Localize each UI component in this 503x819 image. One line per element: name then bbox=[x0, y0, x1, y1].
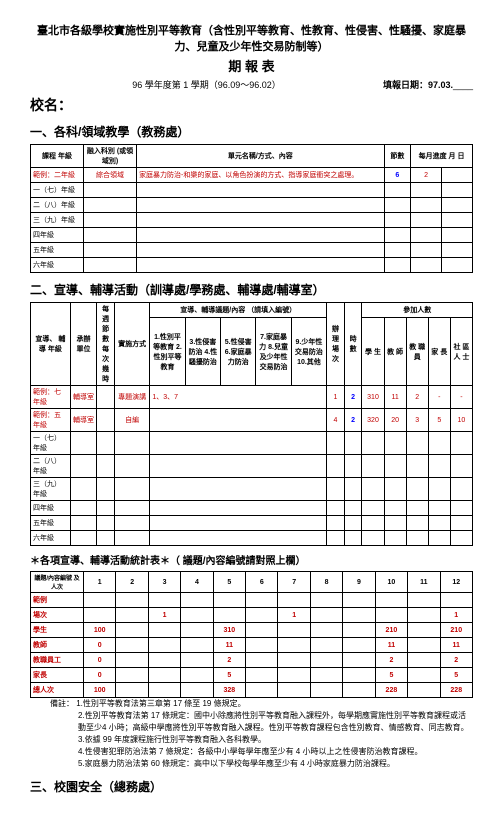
t2-g2: 3.性侵害防治 4.性騷擾防治 bbox=[185, 318, 220, 386]
table-row: 範例：五年級 bbox=[31, 409, 71, 432]
sc2: 2 bbox=[116, 572, 148, 593]
table-row: 五年級 bbox=[31, 243, 84, 258]
note2: 2.性別平等教育法第 17 條規定：國中小除應將性別平等教育融入課程外，每學期應… bbox=[78, 710, 473, 734]
school-name-field[interactable]: 校名： bbox=[30, 95, 473, 115]
table-row: 五年級 bbox=[31, 516, 71, 531]
table-row: 範例 bbox=[31, 593, 84, 608]
sc11: 11 bbox=[408, 572, 440, 593]
t2-h-grade: 宣導、 輔導 年級 bbox=[31, 303, 71, 386]
filldate: 填報日期：97.03.____ bbox=[383, 78, 473, 91]
t2-h-method: 實施方式 bbox=[114, 303, 149, 386]
sc12: 12 bbox=[440, 572, 473, 593]
t1-h4: 節數 bbox=[384, 145, 411, 168]
t2-h-hours: 時 數 bbox=[344, 303, 362, 386]
table-row: 一（七）年級 bbox=[31, 432, 71, 455]
notes-head: 備註： bbox=[50, 699, 74, 708]
table-row: 二（八）年級 bbox=[31, 198, 84, 213]
sc1: 1 bbox=[84, 572, 116, 593]
t1-h5: 每月進度 月 日 bbox=[411, 145, 473, 168]
note5: 5.家庭暴力防治法第 60 條規定：高中以下學校每學年應至少有 4 小時家庭暴力… bbox=[78, 758, 395, 770]
t2-h-unit: 承辦 單位 bbox=[70, 303, 97, 386]
t1-h2: 融入科別 (或領域別) bbox=[84, 145, 137, 168]
sc8: 8 bbox=[310, 572, 342, 593]
sc10: 10 bbox=[375, 572, 407, 593]
t2-g4: 7.家庭暴力 8.兒童及少年性交易防治 bbox=[256, 318, 291, 386]
table-row: 總人次 bbox=[31, 683, 84, 698]
t2-g3: 5.性侵害 6.家庭暴力防治 bbox=[221, 318, 256, 386]
table-row: 六年級 bbox=[31, 258, 84, 273]
note3: 3.依據 99 年度課程施行性別平等教育融入各科教學。 bbox=[78, 734, 266, 746]
notes-block: 備註： 1.性別平等教育法第三章第 17 條至 19 條規定。 2.性別平等教育… bbox=[50, 698, 473, 770]
t2-h-sp: 每週 節數 每次 幾時 bbox=[97, 303, 115, 386]
table-row: 教職員工 bbox=[31, 653, 84, 668]
section3-heading: 三、校園安全（總務處） bbox=[30, 778, 473, 795]
sc5: 5 bbox=[213, 572, 245, 593]
t2-h-sessions: 辦 理 場 次 bbox=[327, 303, 345, 386]
table-row: 家長 bbox=[31, 668, 84, 683]
table-row: 四年級 bbox=[31, 228, 84, 243]
note4: 4.性侵害犯罪防治法第 7 條規定：各級中小學每學年應至少有 4 小時以上之性侵… bbox=[78, 746, 422, 758]
t2-p1: 學 生 bbox=[362, 318, 384, 386]
table-row: 六年級 bbox=[31, 531, 71, 546]
table-row: 學生 bbox=[31, 623, 84, 638]
table-row: 範例：二年級 bbox=[31, 168, 84, 183]
table-stats: 議題/內容編號 及人次 12 34 56 78 910 1112 範例場次111… bbox=[30, 571, 473, 698]
t2-g5: 9.少年性交易防治 10.其他 bbox=[291, 318, 326, 386]
t1-h3: 單元名稱/方式、內容 bbox=[137, 145, 385, 168]
table-row: 教師 bbox=[31, 638, 84, 653]
table-row: 一（七）年級 bbox=[31, 183, 84, 198]
t1-h1: 課程 年級 bbox=[31, 145, 84, 168]
section1-heading: 一、各科/領域教學（教務處） bbox=[30, 123, 473, 140]
table-row: 三（九）年級 bbox=[31, 478, 71, 501]
table-section1: 課程 年級 融入科別 (或領域別) 單元名稱/方式、內容 節數 每月進度 月 日… bbox=[30, 144, 473, 273]
semester: 96 學年度第 1 學期（96.09～96.02） bbox=[132, 78, 281, 91]
t2-p3: 教 職 員 bbox=[406, 318, 428, 386]
table-row: 三（九）年級 bbox=[31, 213, 84, 228]
sc6: 6 bbox=[246, 572, 278, 593]
sc9: 9 bbox=[343, 572, 375, 593]
section2-heading: 二、宣導、輔導活動（訓導處/學務處、輔導處/輔導室） bbox=[30, 281, 473, 298]
table-row: 場次 bbox=[31, 608, 84, 623]
t2-g1: 1.性別平等教育 2.性別平等教育 bbox=[150, 318, 185, 386]
report-label: 期 報 表 bbox=[30, 56, 473, 75]
sc7: 7 bbox=[278, 572, 310, 593]
t2-p5: 社 區 人 士 bbox=[450, 318, 472, 386]
t2-h-people: 參加人數 bbox=[362, 303, 473, 318]
stats-heading: ＊各項宣導、輔導活動統計表＊（ 議題/內容編號請對照上欄） bbox=[30, 552, 473, 567]
sc3: 3 bbox=[148, 572, 180, 593]
sc4: 4 bbox=[181, 572, 213, 593]
table-row: 四年級 bbox=[31, 501, 71, 516]
doc-title: 臺北市各級學校實施性別平等教育（含性別平等教育、性教育、性侵害、性騷擾、家庭暴力… bbox=[30, 22, 473, 54]
table-row: 範例：七年級 bbox=[31, 386, 71, 409]
table-row: 二（八）年級 bbox=[31, 455, 71, 478]
table-section2: 宣導、 輔導 年級 承辦 單位 每週 節數 每次 幾時 實施方式 宣導、輔導議題… bbox=[30, 302, 473, 546]
stats-corner: 議題/內容編號 及人次 bbox=[31, 572, 84, 593]
t2-h-topics: 宣導、輔導議題/內容 （請填入編號） bbox=[150, 303, 327, 318]
note1: 1.性別平等教育法第三章第 17 條至 19 條規定。 bbox=[76, 699, 245, 708]
t2-p4: 家 長 bbox=[428, 318, 450, 386]
t2-p2: 教 師 bbox=[384, 318, 406, 386]
